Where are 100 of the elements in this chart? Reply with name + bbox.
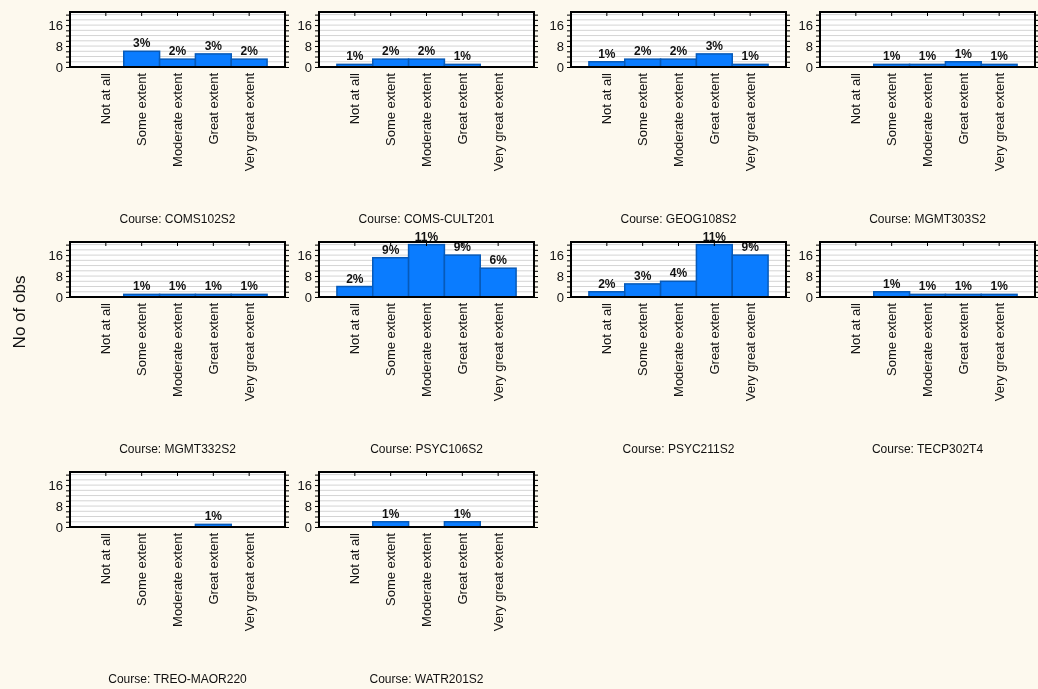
- y-tick-label: 16: [297, 17, 312, 33]
- annotation: 1%: [453, 506, 472, 521]
- annotation: 9%: [381, 242, 400, 257]
- y-tick-label: 8: [805, 38, 813, 54]
- annotation: 11%: [702, 229, 727, 244]
- annotation: 1%: [990, 279, 1009, 294]
- annotation: 3%: [132, 36, 151, 51]
- text: Course: TECP302T4: [871, 442, 984, 456]
- annotation: 1%: [918, 49, 937, 64]
- y-tick-label: 16: [798, 247, 813, 263]
- annotation: 1%: [204, 279, 223, 294]
- x-tick-label: Great extent: [205, 302, 221, 375]
- x-tick-label: Great extent: [454, 302, 470, 375]
- x-tick-label: Moderate extent: [170, 302, 186, 397]
- x-tick-label: Some extent: [383, 302, 399, 376]
- y-tick-label: 0: [304, 289, 312, 305]
- x-tick-label: Not at all: [599, 72, 615, 125]
- x-tick-label: Very great extent: [241, 532, 257, 632]
- annotation: 2%: [168, 44, 187, 59]
- text: Course: TREO-MAOR220: [108, 672, 248, 686]
- x-tick-label: Some extent: [134, 302, 150, 376]
- x-tick-label: Not at all: [347, 532, 363, 585]
- x-tick-label: Very great extent: [742, 302, 758, 402]
- text: Course: GEOG108S2: [620, 212, 737, 226]
- x-tick-label: Very great extent: [241, 72, 257, 172]
- x-tick-label: Some extent: [635, 72, 651, 146]
- annotation: 1%: [918, 279, 937, 294]
- x-tick-label: Very great extent: [742, 72, 758, 172]
- x-tick-label: Some extent: [383, 532, 399, 606]
- y-tick-label: 16: [549, 247, 564, 263]
- x-tick-label: Very great extent: [490, 302, 506, 402]
- x-tick-label: Moderate extent: [419, 72, 435, 167]
- annotation: 1%: [954, 279, 973, 294]
- annotation: 1%: [990, 49, 1009, 64]
- x-tick-label: Great extent: [955, 302, 971, 375]
- x-tick-label: Moderate extent: [920, 302, 936, 397]
- x-tick-label: Not at all: [599, 302, 615, 355]
- x-tick-label: Some extent: [635, 302, 651, 376]
- x-tick-label: Moderate extent: [671, 72, 687, 167]
- annotation: 2%: [417, 44, 436, 59]
- x-tick-label: Moderate extent: [920, 72, 936, 167]
- annotation: 1%: [882, 49, 901, 64]
- annotation: 1%: [204, 509, 223, 524]
- annotation: 4%: [669, 266, 688, 281]
- x-tick-label: Not at all: [848, 72, 864, 125]
- x-tick-label: Some extent: [383, 72, 399, 146]
- y-tick-label: 8: [55, 38, 63, 54]
- y-tick-label: 8: [55, 498, 63, 514]
- y-tick-label: 8: [805, 268, 813, 284]
- annotation: 3%: [633, 268, 652, 283]
- annotation: 2%: [669, 44, 688, 59]
- y-tick-label: 8: [304, 268, 312, 284]
- y-tick-label: 0: [55, 519, 63, 535]
- x-tick-label: Not at all: [98, 532, 114, 585]
- x-tick-label: Very great extent: [490, 532, 506, 632]
- annotation: 1%: [381, 506, 400, 521]
- y-tick-label: 0: [55, 289, 63, 305]
- y-axis-title: No of obs: [10, 275, 29, 349]
- x-tick-label: Not at all: [98, 72, 114, 125]
- y-tick-label: 0: [304, 519, 312, 535]
- x-tick-label: Very great extent: [991, 302, 1007, 402]
- x-tick-label: Great extent: [205, 72, 221, 145]
- x-tick-label: Some extent: [134, 72, 150, 146]
- x-tick-label: Great extent: [205, 532, 221, 605]
- y-tick-label: 0: [556, 59, 564, 75]
- y-tick-label: 16: [549, 17, 564, 33]
- x-tick-label: Moderate extent: [671, 302, 687, 397]
- y-tick-label: 0: [805, 289, 813, 305]
- annotation: 6%: [489, 253, 508, 268]
- y-tick-label: 0: [556, 289, 564, 305]
- y-tick-label: 8: [556, 38, 564, 54]
- x-tick-label: Moderate extent: [170, 532, 186, 627]
- annotation: 2%: [381, 44, 400, 59]
- x-tick-label: Not at all: [848, 302, 864, 355]
- x-tick-label: Some extent: [884, 72, 900, 146]
- text: Course: MGMT332S2: [119, 442, 237, 456]
- y-tick-label: 16: [48, 17, 63, 33]
- x-tick-label: Some extent: [884, 302, 900, 376]
- annotation: 2%: [240, 44, 259, 59]
- annotation: 1%: [168, 279, 187, 294]
- y-tick-label: 0: [55, 59, 63, 75]
- text: Course: COMS-CULT201: [358, 212, 495, 226]
- y-tick-label: 16: [297, 477, 312, 493]
- x-tick-label: Great extent: [706, 72, 722, 145]
- x-tick-label: Not at all: [347, 302, 363, 355]
- x-tick-label: Great extent: [454, 532, 470, 605]
- x-tick-label: Not at all: [98, 302, 114, 355]
- x-tick-label: Great extent: [454, 72, 470, 145]
- y-tick-label: 16: [297, 247, 312, 263]
- x-tick-label: Great extent: [955, 72, 971, 145]
- annotation: 1%: [741, 49, 760, 64]
- y-tick-label: 8: [304, 498, 312, 514]
- x-tick-label: Moderate extent: [170, 72, 186, 167]
- x-tick-label: Very great extent: [241, 302, 257, 402]
- y-tick-label: 16: [48, 477, 63, 493]
- x-tick-label: Not at all: [347, 72, 363, 125]
- y-tick-label: 0: [805, 59, 813, 75]
- text: Course: PSYC106S2: [370, 442, 484, 456]
- annotation: 1%: [453, 49, 472, 64]
- annotation: 1%: [954, 46, 973, 61]
